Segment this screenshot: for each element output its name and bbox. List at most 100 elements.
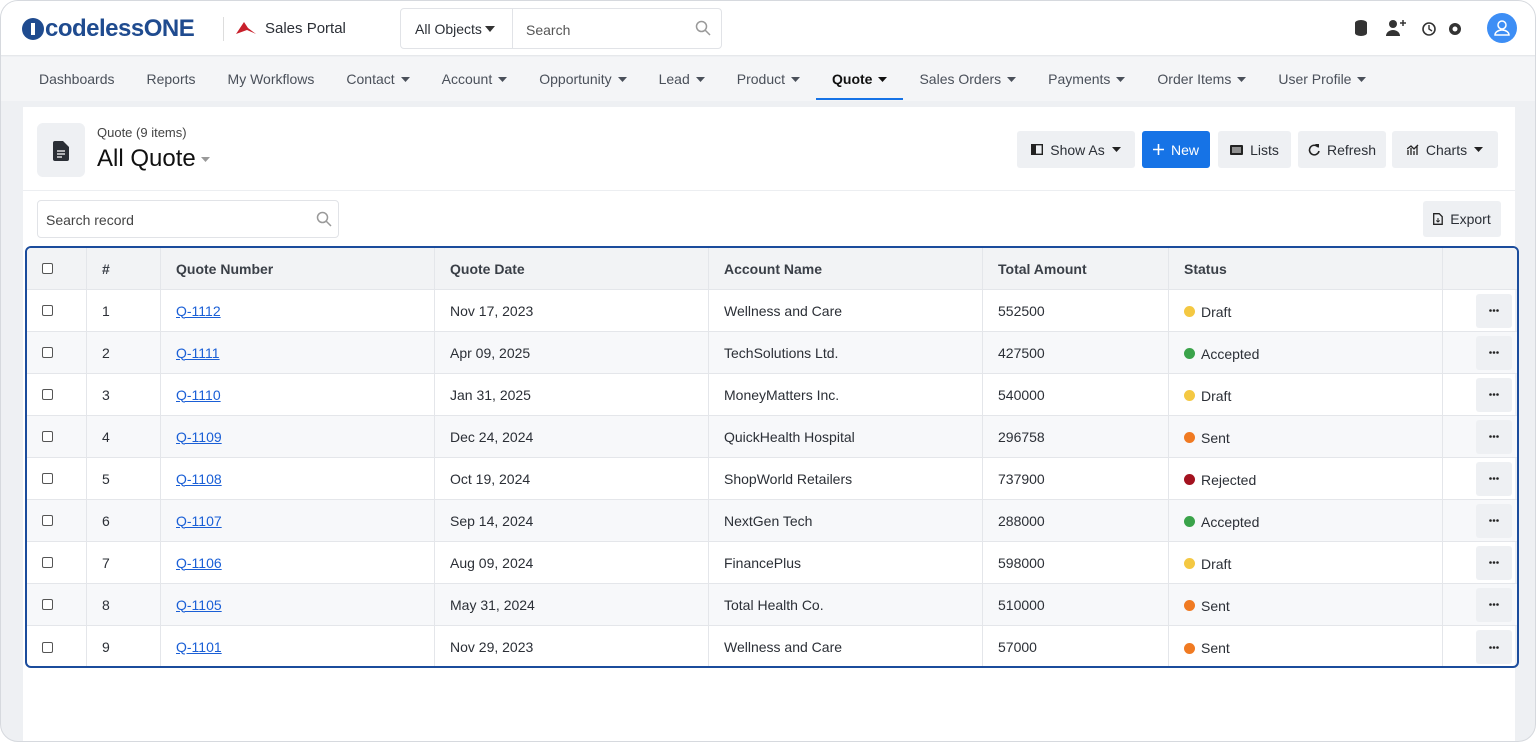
cell: Q-1110 xyxy=(161,374,435,415)
header-cell: Total Amount xyxy=(983,248,1169,289)
cell: Q-1109 xyxy=(161,416,435,457)
nav-item[interactable]: User Profile xyxy=(1262,57,1382,101)
charts-button[interactable]: Charts xyxy=(1392,131,1498,168)
row-actions[interactable] xyxy=(1476,461,1512,496)
quote-table: # Quote Number Quote Date Account Name Total… xyxy=(25,246,1519,668)
row-actions[interactable] xyxy=(1476,419,1512,454)
button-label: Lists xyxy=(1250,141,1279,158)
checkbox[interactable] xyxy=(42,515,53,526)
caret xyxy=(1237,76,1247,82)
cell: 510000 xyxy=(983,584,1169,625)
nav-item[interactable]: Lead xyxy=(643,57,721,101)
refresh-button[interactable]: Refresh xyxy=(1298,131,1386,168)
cell: 3 xyxy=(87,374,161,415)
row-actions[interactable] xyxy=(1476,503,1512,538)
nav-item[interactable]: Order Items xyxy=(1141,57,1262,101)
nav-item[interactable]: Account xyxy=(426,57,524,101)
checkbox[interactable] xyxy=(42,557,53,568)
quote-link[interactable]: Q-1101 xyxy=(176,639,222,655)
nav-item[interactable]: Product xyxy=(721,57,816,101)
nav-item[interactable]: Dashboards xyxy=(23,57,131,101)
nav-item[interactable]: Payments xyxy=(1032,57,1141,101)
status-dot xyxy=(1184,600,1195,611)
logo[interactable]: codelessONE xyxy=(45,15,195,42)
nav-label: Lead xyxy=(658,71,690,87)
record-search[interactable]: Search record xyxy=(37,200,339,238)
search-placeholder: Search record xyxy=(46,212,134,228)
checkbox[interactable] xyxy=(42,389,53,400)
cell xyxy=(1443,584,1517,625)
row-actions[interactable] xyxy=(1476,630,1512,664)
cell: 296758 xyxy=(983,416,1169,457)
nav-label: Dashboards xyxy=(39,71,115,87)
export-button[interactable]: Export xyxy=(1423,201,1501,237)
cell: Oct 19, 2024 xyxy=(435,458,709,499)
quote-link[interactable]: Q-1108 xyxy=(176,470,222,487)
nav-item[interactable]: My Workflows xyxy=(212,57,331,101)
nav-label: My Workflows xyxy=(227,71,315,87)
row-actions[interactable] xyxy=(1476,587,1512,622)
cell-text: Total Health Co. xyxy=(724,596,824,613)
cell-text: MoneyMatters Inc. xyxy=(724,386,840,403)
quote-link[interactable]: Q-1105 xyxy=(176,596,222,613)
lists-button[interactable]: Lists xyxy=(1218,131,1291,168)
quote-link[interactable]: Q-1106 xyxy=(176,554,222,571)
cell: Aug 09, 2024 xyxy=(435,542,709,583)
object-select[interactable]: All Objects xyxy=(415,21,482,37)
status-label: Sent xyxy=(1201,640,1230,656)
new-button[interactable]: New xyxy=(1142,131,1210,168)
nav-item[interactable]: Sales Orders xyxy=(903,57,1032,101)
cell-text: TechSolutions Ltd. xyxy=(724,344,839,361)
header-cell xyxy=(27,248,87,289)
cell: Sent xyxy=(1169,626,1443,666)
header-cell: Account Name xyxy=(709,248,983,289)
search-icon xyxy=(316,211,332,227)
cell: 1 xyxy=(87,290,161,331)
show-as-button[interactable]: Show As xyxy=(1017,131,1135,168)
nav-label: Quote xyxy=(832,71,873,87)
search-input[interactable]: Search xyxy=(526,22,571,38)
row-actions[interactable] xyxy=(1476,545,1512,580)
cell-text: Wellness and Care xyxy=(724,302,843,319)
checkbox[interactable] xyxy=(42,263,53,274)
page-icon xyxy=(37,123,85,177)
checkbox[interactable] xyxy=(42,305,53,316)
nav-item[interactable]: Quote xyxy=(816,57,904,101)
cell-text: ShopWorld Retailers xyxy=(724,470,853,487)
cell-text: 5 xyxy=(102,470,110,487)
app-name[interactable]: Sales Portal xyxy=(265,20,346,37)
cell: 598000 xyxy=(983,542,1169,583)
status-dot xyxy=(1184,516,1195,527)
quote-link[interactable]: Q-1112 xyxy=(176,302,221,319)
cell-text: Nov 17, 2023 xyxy=(450,302,534,319)
checkbox[interactable] xyxy=(42,431,53,442)
header-icons[interactable] xyxy=(1353,18,1473,40)
quote-link[interactable]: Q-1111 xyxy=(176,344,220,361)
nav-item[interactable]: Contact xyxy=(330,57,425,101)
nav-item[interactable]: Opportunity xyxy=(523,57,642,101)
cell: Sent xyxy=(1169,584,1443,625)
row-actions[interactable] xyxy=(1476,293,1512,328)
caret xyxy=(878,76,888,82)
avatar[interactable] xyxy=(1487,13,1517,43)
cell xyxy=(27,416,87,457)
checkbox[interactable] xyxy=(42,347,53,358)
nav-label: Order Items xyxy=(1157,71,1232,87)
cell xyxy=(1443,416,1517,457)
header-cell xyxy=(1443,248,1517,289)
nav-item[interactable]: Reports xyxy=(131,57,212,101)
search-icon xyxy=(695,20,711,36)
row-actions[interactable] xyxy=(1476,335,1512,370)
nav-label: Sales Orders xyxy=(919,71,1002,87)
checkbox[interactable] xyxy=(42,641,53,653)
quote-link[interactable]: Q-1107 xyxy=(176,512,222,529)
cell: QuickHealth Hospital xyxy=(709,416,983,457)
cell: May 31, 2024 xyxy=(435,584,709,625)
quote-link[interactable]: Q-1110 xyxy=(176,386,221,403)
row-actions[interactable] xyxy=(1476,377,1512,412)
checkbox[interactable] xyxy=(42,599,53,610)
quote-link[interactable]: Q-1109 xyxy=(176,428,222,445)
caret xyxy=(498,76,508,82)
checkbox[interactable] xyxy=(42,473,53,484)
page-title[interactable]: All Quote xyxy=(97,145,196,172)
